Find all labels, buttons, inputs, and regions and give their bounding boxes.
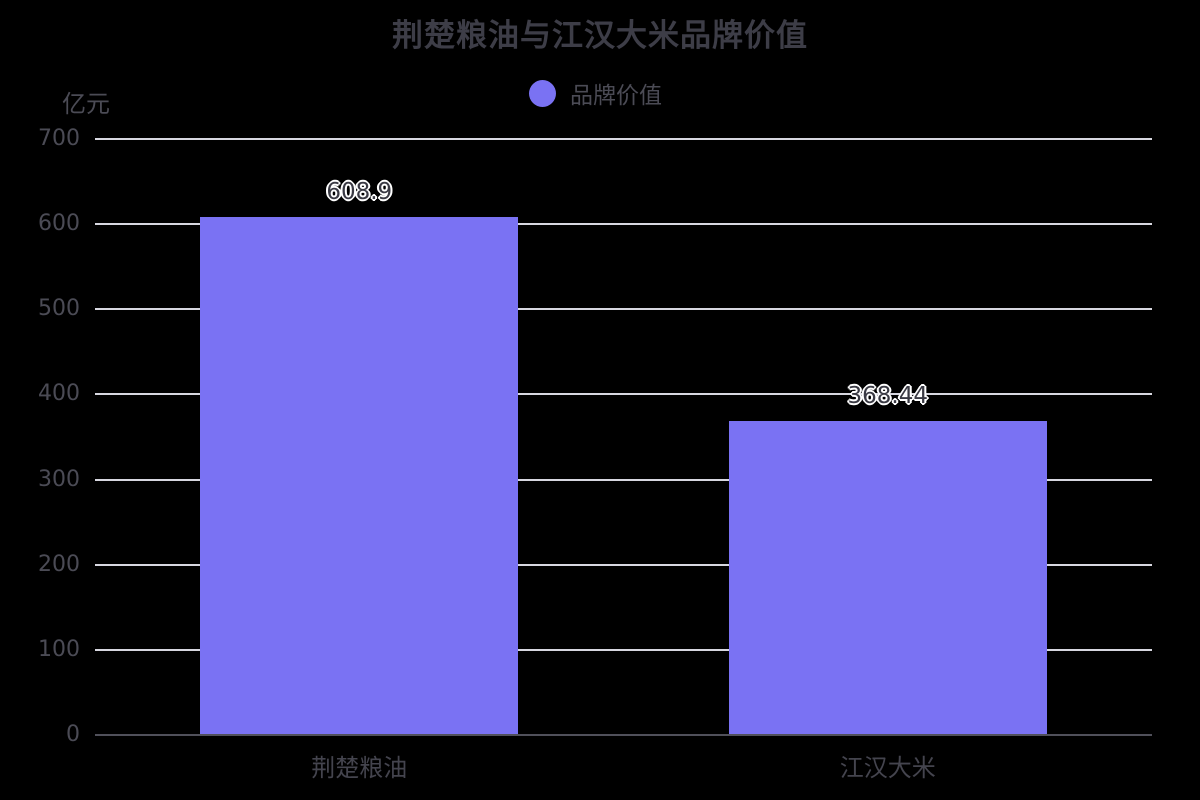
gridline-700 bbox=[95, 138, 1152, 140]
y-tick-label-0: 0 bbox=[66, 722, 80, 747]
y-tick-label-500: 500 bbox=[38, 296, 80, 322]
value-label-江汉大米: 368.44 bbox=[847, 383, 928, 410]
gridline-500 bbox=[95, 308, 1152, 311]
x-axis-line bbox=[95, 734, 1152, 736]
gridline-200 bbox=[95, 563, 1152, 566]
y-tick-label-700: 700 bbox=[38, 126, 80, 151]
bar-荆楚粮油[interactable] bbox=[200, 216, 519, 735]
chart-title: 荆楚粮油与江汉大米品牌价值 bbox=[392, 18, 808, 54]
x-axis-label-荆楚粮油: 荆楚粮油 bbox=[311, 754, 408, 782]
x-axis-label-江汉大米: 江汉大米 bbox=[839, 754, 936, 782]
value-label-荆楚粮油: 608.9 bbox=[326, 178, 393, 205]
gridline-600 bbox=[95, 223, 1152, 226]
y-axis-unit-label: 亿元 bbox=[62, 90, 110, 118]
gridline-300 bbox=[95, 478, 1152, 481]
y-tick-label-300: 300 bbox=[38, 466, 80, 492]
y-tick-label-100: 100 bbox=[38, 636, 80, 662]
y-tick-label-400: 400 bbox=[38, 381, 80, 407]
gridline-100 bbox=[95, 648, 1152, 651]
legend-circle-icon bbox=[529, 79, 556, 107]
gridline-400 bbox=[95, 393, 1152, 396]
y-tick-label-600: 600 bbox=[38, 211, 80, 237]
legend-item-brand-value[interactable]: 品牌价值 bbox=[529, 76, 662, 110]
legend-label: 品牌价值 bbox=[570, 83, 662, 109]
bar-江汉大米[interactable] bbox=[728, 421, 1047, 735]
y-tick-label-200: 200 bbox=[38, 551, 80, 577]
